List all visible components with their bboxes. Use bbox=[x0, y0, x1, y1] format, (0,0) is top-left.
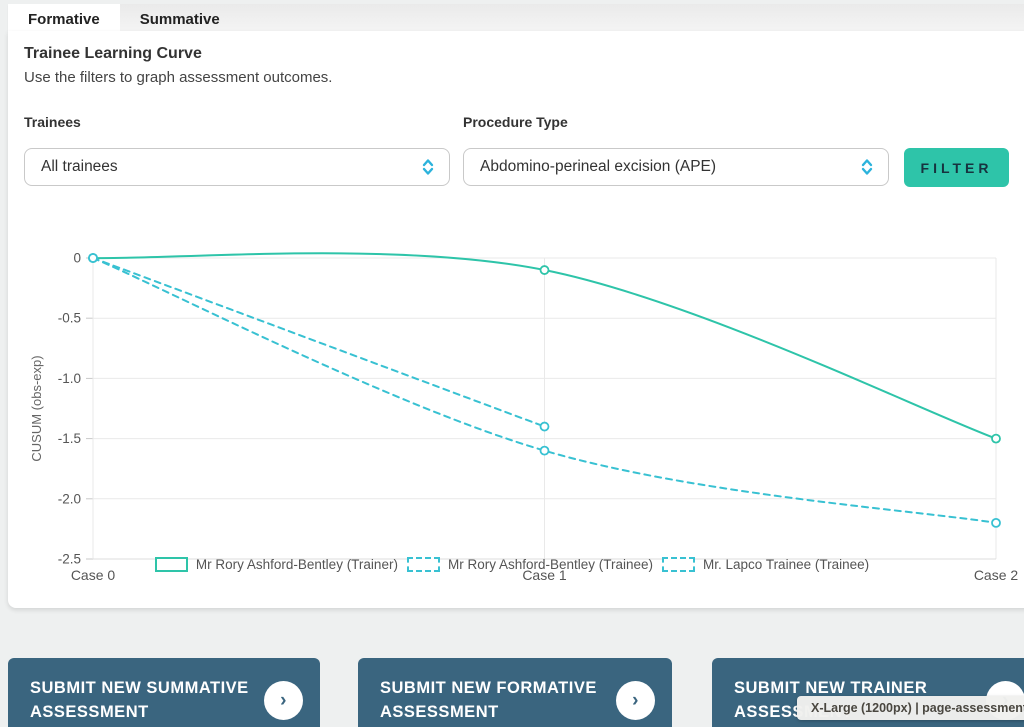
select-chevron-icon bbox=[422, 159, 434, 175]
x-tick-label: Case 2 bbox=[974, 567, 1019, 583]
page-subtitle: Use the filters to graph assessment outc… bbox=[24, 69, 333, 86]
legend-swatch-dashed bbox=[406, 557, 440, 572]
legend-swatch-dashed bbox=[662, 557, 696, 572]
tab-bar: Formative Summative bbox=[8, 4, 1024, 32]
submit-summative-button[interactable]: SUBMIT NEW SUMMATIVE ASSESSMENT › bbox=[8, 658, 320, 727]
procedure-type-select[interactable]: Abdomino-perineal excision (APE) bbox=[463, 148, 889, 186]
legend-label: Mr. Lapco Trainee (Trainee) bbox=[703, 557, 870, 572]
trainees-select[interactable]: All trainees bbox=[24, 148, 450, 186]
formative-panel: Trainee Learning Curve Use the filters t… bbox=[8, 31, 1024, 608]
y-tick-label: -2.0 bbox=[58, 491, 81, 506]
tab-formative[interactable]: Formative bbox=[8, 4, 120, 32]
trainees-select-value: All trainees bbox=[41, 158, 118, 175]
data-point-marker bbox=[991, 517, 1001, 528]
procedure-select-value: Abdomino-perineal excision (APE) bbox=[480, 158, 717, 175]
legend-swatch-solid bbox=[154, 557, 188, 572]
chart-legend: Mr Rory Ashford-Bentley (Trainer) Mr Ror… bbox=[8, 557, 1016, 572]
page-title: Trainee Learning Curve bbox=[24, 45, 202, 62]
y-tick-label: -1.5 bbox=[58, 431, 81, 446]
legend-label: Mr Rory Ashford-Bentley (Trainee) bbox=[447, 557, 654, 572]
legend-label: Mr Rory Ashford-Bentley (Trainer) bbox=[195, 557, 398, 572]
legend-item-trainee-1[interactable]: Mr Rory Ashford-Bentley (Trainee) bbox=[406, 557, 654, 572]
data-point-marker bbox=[539, 445, 550, 456]
data-point-marker bbox=[539, 421, 550, 432]
submit-formative-label: SUBMIT NEW FORMATIVE ASSESSMENT bbox=[380, 679, 597, 721]
select-chevron-icon bbox=[861, 159, 873, 175]
y-tick-label: 0 bbox=[73, 251, 81, 266]
filter-button[interactable]: FILTER bbox=[904, 148, 1009, 187]
y-tick-label: -0.5 bbox=[58, 311, 81, 326]
data-point-marker bbox=[88, 253, 98, 263]
submit-formative-button[interactable]: SUBMIT NEW FORMATIVE ASSESSMENT › bbox=[358, 658, 672, 727]
tab-summative[interactable]: Summative bbox=[139, 11, 220, 28]
data-point-marker bbox=[539, 265, 550, 275]
procedure-type-label: Procedure Type bbox=[463, 114, 568, 130]
x-tick-label: Case 0 bbox=[71, 567, 116, 583]
y-tick-label: -1.0 bbox=[58, 371, 81, 386]
legend-item-trainer[interactable]: Mr Rory Ashford-Bentley (Trainer) bbox=[154, 557, 398, 572]
trainees-label: Trainees bbox=[24, 114, 81, 130]
series-line bbox=[92, 257, 546, 428]
legend-item-trainee-2[interactable]: Mr. Lapco Trainee (Trainee) bbox=[662, 557, 869, 572]
submit-summative-label: SUBMIT NEW SUMMATIVE ASSESSMENT bbox=[30, 679, 249, 721]
data-point-marker bbox=[991, 433, 1001, 444]
breakpoint-debug-badge: X-Large (1200px) | page-assessment-outco… bbox=[797, 696, 1024, 720]
arrow-right-icon: › bbox=[616, 681, 655, 720]
x-tick-label: Case 1 bbox=[522, 567, 567, 583]
y-axis-title: CUSUM (obs-exp) bbox=[29, 355, 44, 461]
arrow-right-icon: › bbox=[264, 681, 303, 720]
y-tick-label: -2.5 bbox=[58, 552, 81, 567]
